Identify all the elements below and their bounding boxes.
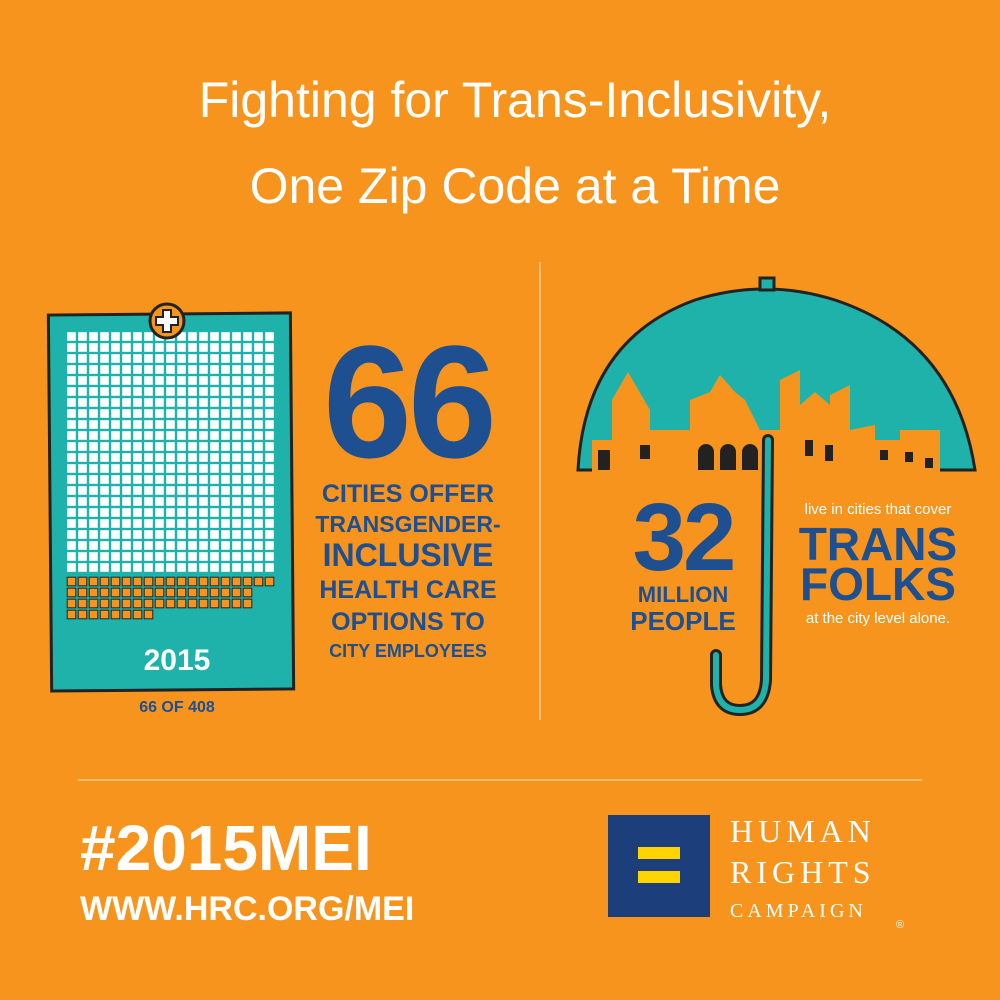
title-line: Fighting for Trans-Inclusivity,	[199, 72, 832, 128]
year: 2015	[144, 644, 211, 677]
outro: at the city level alone.	[806, 610, 950, 627]
stat-line: INCLUSIVE	[323, 537, 494, 573]
big-number: 32	[633, 484, 734, 591]
title-line: One Zip Code at a Time	[250, 158, 781, 214]
big-number: 66	[323, 312, 493, 491]
stat-line: TRANSGENDER-	[315, 511, 500, 537]
highlight-line: TRANS	[799, 518, 957, 570]
highlight-line: FOLKS	[800, 558, 956, 610]
intro: live in cities that cover	[805, 501, 952, 518]
stat-line: CITY EMPLOYEES	[329, 641, 487, 661]
hashtag: #2015MEI	[80, 812, 372, 884]
logo-text: CAMPAIGN	[730, 900, 867, 922]
stat-line: HEALTH CARE	[319, 576, 496, 604]
registered-mark: ®	[896, 919, 904, 931]
number-line: PEOPLE	[630, 606, 735, 636]
umbrella-graphic	[576, 276, 977, 717]
logo-text: RIGHTS	[730, 854, 876, 890]
calendar-graphic	[46, 302, 296, 693]
logo	[608, 815, 710, 917]
stat-line: OPTIONS TO	[331, 608, 485, 636]
stat-line: CITIES OFFER	[322, 480, 494, 508]
caption: 66 OF 408	[139, 699, 215, 716]
url: WWW.HRC.ORG/MEI	[80, 890, 414, 928]
number-line: MILLION	[638, 582, 728, 607]
logo-text: HUMAN	[730, 813, 876, 849]
